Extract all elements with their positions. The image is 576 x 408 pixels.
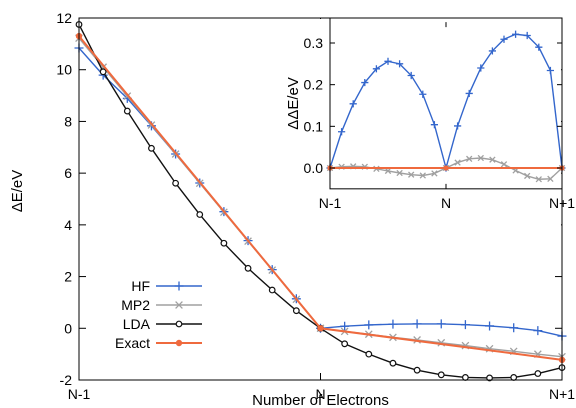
main-hf-point-16 — [460, 320, 470, 330]
main-x-tick-label-2: N+1 — [549, 386, 575, 402]
inset-mp2-point-6 — [396, 169, 403, 177]
inset-hf-point-11 — [454, 122, 462, 130]
main-hf-point-18 — [509, 323, 519, 333]
legend: HF MP2 LDA Exact — [115, 278, 202, 351]
inset-hf-point-15 — [500, 35, 508, 43]
inset-hf-point-12 — [465, 89, 473, 98]
main-y-tick-label-6: 10 — [56, 62, 72, 78]
main-lda-point-16 — [462, 374, 469, 381]
main-y-tick-label-4: 6 — [64, 165, 72, 181]
inset-exact-point-1 — [443, 165, 449, 171]
main-lda-point-1 — [99, 68, 107, 76]
main-y-tick-label-0: -2 — [60, 372, 73, 388]
inset-mp2-point-7 — [408, 171, 415, 178]
inset-hf-point-19 — [546, 66, 554, 75]
inset-mp2-point-8 — [419, 172, 426, 179]
main-lda-point-15 — [437, 371, 445, 379]
inset-mp2-point-12 — [466, 155, 473, 163]
inset-hf-point-3 — [361, 78, 369, 87]
main-hf-point-14 — [412, 319, 422, 329]
inset-hf-point-8 — [419, 90, 427, 98]
inset-hf-point-9 — [430, 121, 438, 129]
main-x-tick-label-0: N-1 — [68, 386, 91, 402]
main-y-tick-label-5: 8 — [64, 113, 72, 129]
inset-x-tick-label-0: N-1 — [319, 195, 342, 211]
main-lda-point-8 — [268, 286, 276, 294]
inset-hf-point-14 — [488, 47, 496, 55]
inset-axis-ticks: 0.0 0.1 0.2 0.3 N-1 N N+1 — [304, 22, 575, 211]
inset-hf-point-2 — [349, 100, 357, 108]
main-hf-point-17 — [485, 321, 495, 331]
main-lda-point-6 — [220, 239, 228, 247]
inset-hf-point-1 — [338, 128, 346, 136]
inset-mp2-point-19 — [547, 175, 554, 183]
main-x-tick-label-1: N — [315, 386, 325, 402]
main-lda-point-4 — [172, 179, 180, 187]
inset-hf-point-5 — [384, 57, 392, 65]
main-y-tick-label-3: 4 — [64, 217, 72, 233]
legend-marker-mp2 — [175, 301, 183, 309]
main-lda-point-11 — [341, 340, 349, 348]
main-lda-point-9 — [292, 307, 300, 315]
inset-mp2-point-11 — [454, 159, 461, 166]
main-lda-point-13 — [389, 359, 397, 367]
inset-mp2-point-13 — [477, 154, 484, 162]
inset-hf-point-7 — [407, 71, 415, 80]
main-y-tick-label-7: 12 — [56, 10, 72, 26]
inset-mp2-point-15 — [500, 161, 508, 168]
inset-plot: 0.0 0.1 0.2 0.3 N-1 N N+1 ΔΔE/eV — [284, 17, 575, 233]
inset-hf-point-6 — [396, 60, 404, 68]
main-lda-point-17 — [486, 374, 493, 382]
inset-hf-point-4 — [372, 65, 380, 73]
legend-label-mp2: MP2 — [121, 297, 150, 313]
legend-label-lda: LDA — [123, 316, 151, 332]
main-lda-point-7 — [244, 264, 252, 272]
y-axis-label: ΔE/eV — [9, 170, 26, 213]
inset-hf-point-16 — [512, 30, 520, 38]
inset-y-tick-label-1: 0.1 — [304, 118, 324, 134]
main-lda-point-3 — [148, 144, 155, 152]
inset-hf-point-18 — [535, 43, 543, 51]
main-lda-point-18 — [510, 374, 518, 381]
main-lda-point-5 — [196, 211, 204, 218]
inset-mp2-point-17 — [524, 172, 531, 180]
main-y-tick-label-2: 2 — [64, 269, 72, 285]
inset-y-tick-label-0: 0.0 — [304, 160, 324, 176]
main-lda-point-14 — [413, 366, 421, 374]
inset-y-tick-label-2: 0.2 — [304, 77, 324, 93]
inset-series-layer — [326, 30, 566, 183]
legend-label-hf: HF — [131, 278, 150, 294]
inset-x-tick-label-1: N — [441, 195, 451, 211]
legend-marker-lda — [175, 320, 183, 328]
main-hf-point-11 — [340, 321, 350, 331]
inset-y-tick-label-3: 0.3 — [304, 35, 324, 51]
legend-marker-exact — [175, 339, 183, 347]
inset-y-axis-label: ΔΔE/eV — [285, 77, 302, 130]
inset-mp2-point-18 — [535, 176, 542, 183]
main-y-tick-label-1: 0 — [64, 320, 72, 336]
x-axis-label: Number of Electrons — [252, 392, 389, 408]
inset-hf-point-13 — [477, 64, 485, 72]
inset-hf-point-17 — [523, 31, 531, 40]
main-hf-point-13 — [388, 319, 398, 329]
main-hf-point-12 — [364, 320, 374, 330]
inset-mp2-point-5 — [384, 167, 392, 175]
inset-mp2-point-9 — [431, 170, 438, 177]
legend-marker-hf — [174, 281, 184, 291]
main-lda-point-2 — [123, 107, 131, 115]
main-lda-point-19 — [534, 370, 542, 377]
main-hf-point-15 — [436, 319, 446, 329]
main-lda-point-12 — [365, 350, 373, 358]
main-exact-point-1 — [317, 325, 324, 332]
inset-mp2-point-14 — [489, 156, 496, 163]
main-hf-point-19 — [533, 326, 543, 336]
inset-x-tick-label-2: N+1 — [549, 195, 575, 211]
legend-label-exact: Exact — [115, 335, 150, 351]
